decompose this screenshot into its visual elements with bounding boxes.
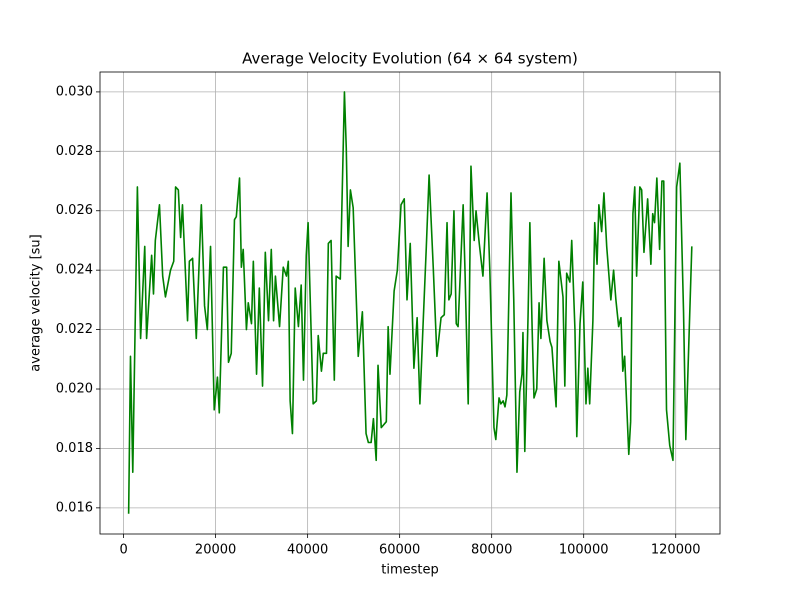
chart-title: Average Velocity Evolution (64 × 64 syst… <box>242 50 578 68</box>
x-tick-label: 80000 <box>471 543 512 558</box>
x-tick-label: 20000 <box>195 543 236 558</box>
x-tick-label: 120000 <box>651 543 701 558</box>
y-tick-label: 0.028 <box>56 144 93 159</box>
x-axis-label: timestep <box>381 563 439 578</box>
y-tick-label: 0.018 <box>56 441 93 456</box>
y-tick-label: 0.016 <box>56 500 93 515</box>
x-tick-label: 100000 <box>559 543 609 558</box>
y-tick-label: 0.030 <box>56 84 93 99</box>
y-tick-label: 0.024 <box>56 263 93 278</box>
x-tick-label: 0 <box>119 543 127 558</box>
y-tick-label: 0.026 <box>56 203 93 218</box>
data-line <box>127 91 693 514</box>
y-axis-label: average velocity [su] <box>29 234 44 371</box>
plot-frame <box>99 71 721 535</box>
y-tick-label: 0.022 <box>56 322 93 337</box>
y-tick-label: 0.020 <box>56 382 93 397</box>
x-tick-label: 40000 <box>287 543 328 558</box>
x-tick-label: 60000 <box>379 543 420 558</box>
